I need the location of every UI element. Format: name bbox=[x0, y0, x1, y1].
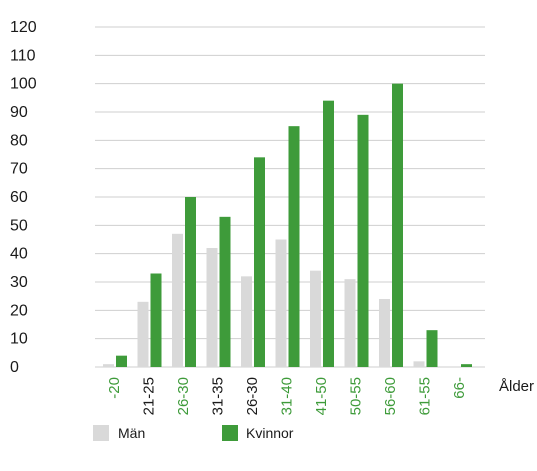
bar-man bbox=[344, 279, 356, 367]
y-tick-label: 30 bbox=[10, 274, 28, 291]
y-tick-label: 110 bbox=[10, 47, 36, 64]
bar-man bbox=[103, 364, 114, 367]
bar-man bbox=[172, 233, 183, 367]
bar-man bbox=[413, 361, 425, 367]
x-axis-ticks: -20 21-25 26-30 31-35 26-30 31-40 41-50 50-55 56… bbox=[106, 377, 468, 415]
x-tick-label: 26-30 bbox=[175, 377, 192, 415]
x-axis-label: Ålder bbox=[499, 378, 534, 395]
x-tick-label: 61-55 bbox=[417, 377, 434, 415]
x-tick-label: 21-25 bbox=[141, 377, 158, 415]
x-tick-label: 50-55 bbox=[348, 377, 365, 415]
bar-kvinnor bbox=[392, 83, 403, 368]
bar-kvinnor bbox=[185, 197, 196, 367]
bar-man bbox=[137, 301, 149, 367]
bar-kvinnor bbox=[219, 216, 231, 367]
bar-man bbox=[206, 248, 218, 367]
legend-swatch-man bbox=[93, 425, 109, 441]
bar-kvinnor bbox=[116, 355, 127, 367]
y-tick-label: 0 bbox=[10, 359, 19, 376]
bar-man bbox=[241, 276, 252, 367]
y-tick-label: 100 bbox=[10, 76, 37, 93]
bar-kvinnor bbox=[461, 364, 472, 367]
x-tick-label: 26-30 bbox=[244, 377, 261, 415]
bar-kvinnor bbox=[254, 157, 265, 367]
bar-man bbox=[275, 239, 287, 367]
x-tick-label: -20 bbox=[106, 377, 123, 399]
x-tick-label: 31-35 bbox=[210, 377, 227, 415]
y-tick-label: 70 bbox=[10, 161, 28, 178]
y-tick-label: 120 bbox=[10, 19, 37, 36]
x-tick-label: 56-60 bbox=[382, 377, 399, 415]
y-tick-label: 40 bbox=[10, 246, 28, 263]
y-tick-label: 20 bbox=[10, 302, 28, 319]
bar-kvinnor bbox=[150, 273, 162, 367]
legend-label-man: Män bbox=[118, 425, 145, 441]
y-tick-label: 50 bbox=[10, 217, 28, 234]
x-tick-label: 66- bbox=[451, 377, 468, 399]
y-tick-label: 10 bbox=[10, 331, 28, 348]
x-tick-label: 31-40 bbox=[279, 377, 296, 415]
y-tick-label: 80 bbox=[10, 132, 28, 149]
bars bbox=[103, 83, 472, 368]
legend: Män Kvinnor bbox=[93, 425, 294, 441]
bar-kvinnor bbox=[323, 100, 334, 368]
legend-swatch-kvinnor bbox=[222, 425, 238, 441]
bar-kvinnor bbox=[357, 114, 369, 367]
legend-label-kvinnor: Kvinnor bbox=[246, 425, 294, 441]
y-axis-ticks: 0 10 20 30 40 50 60 70 80 90 100 110 120 bbox=[10, 19, 37, 376]
bar-kvinnor bbox=[426, 330, 438, 367]
bar-man bbox=[379, 299, 390, 367]
x-tick-label: 41-50 bbox=[313, 377, 330, 415]
y-tick-label: 90 bbox=[10, 104, 28, 121]
y-tick-label: 60 bbox=[10, 189, 28, 206]
bar-man bbox=[310, 270, 321, 367]
bar-kvinnor bbox=[288, 126, 300, 368]
